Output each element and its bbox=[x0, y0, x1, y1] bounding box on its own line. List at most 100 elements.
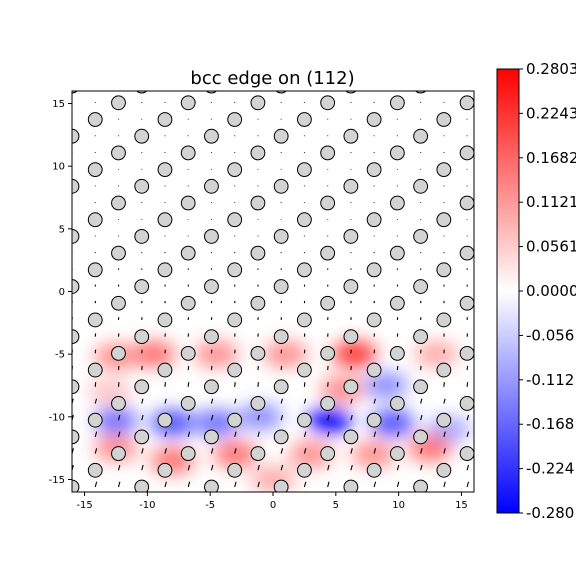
atom-marker bbox=[157, 462, 173, 478]
displacement-arrow bbox=[490, 415, 491, 420]
atom-marker bbox=[389, 195, 405, 211]
atom-marker bbox=[72, 229, 80, 244]
colorbar-tick-label: 0.1121 bbox=[526, 193, 576, 211]
atom-marker bbox=[180, 245, 196, 261]
atom-marker bbox=[389, 345, 405, 361]
atom-marker bbox=[436, 312, 452, 328]
atom-marker bbox=[483, 380, 497, 394]
displacement-arrow bbox=[234, 431, 237, 438]
atom-marker bbox=[459, 195, 474, 211]
atom-marker bbox=[343, 379, 359, 395]
displacement-arrow bbox=[396, 481, 400, 488]
atom-marker bbox=[111, 245, 126, 261]
atom-marker bbox=[320, 145, 336, 161]
displacement-arrow bbox=[49, 465, 50, 470]
displacement-arrow bbox=[164, 431, 167, 438]
atom-marker bbox=[111, 446, 126, 461]
atom-marker bbox=[296, 462, 312, 478]
displacement-arrow bbox=[210, 464, 214, 471]
atom-marker bbox=[180, 295, 196, 311]
displacement-arrow bbox=[187, 431, 191, 438]
displacement-arrow bbox=[280, 448, 284, 454]
atom-marker bbox=[180, 396, 196, 411]
atom-marker bbox=[204, 379, 219, 395]
atom-marker bbox=[157, 312, 173, 328]
field-blob bbox=[370, 410, 415, 437]
displacement-arrow bbox=[350, 464, 353, 471]
atom-marker bbox=[87, 262, 103, 278]
displacement-arrow bbox=[117, 464, 121, 471]
atom-marker bbox=[483, 230, 497, 244]
y-tick-label: -15 bbox=[49, 475, 65, 486]
atom-marker bbox=[273, 329, 289, 345]
atom-marker bbox=[389, 95, 405, 111]
atom-marker bbox=[19, 213, 33, 227]
atom-marker bbox=[436, 112, 452, 127]
displacement-arrow bbox=[373, 448, 377, 454]
atom-marker bbox=[389, 245, 405, 261]
atom-marker bbox=[157, 112, 173, 127]
atom-marker bbox=[19, 263, 33, 277]
atom-marker bbox=[483, 79, 497, 93]
colorbar-tick-label: 0.2803 bbox=[526, 60, 576, 78]
atom-marker bbox=[530, 346, 544, 360]
atom-marker bbox=[111, 95, 126, 111]
displacement-arrow bbox=[234, 448, 237, 454]
displacement-arrow bbox=[234, 481, 237, 488]
atom-marker bbox=[343, 229, 359, 244]
displacement-arrow bbox=[26, 432, 27, 437]
atom-marker bbox=[483, 330, 497, 344]
atom-marker bbox=[204, 429, 219, 445]
atom-marker bbox=[436, 162, 452, 178]
x-tick-label: 15 bbox=[455, 500, 468, 511]
displacement-arrow bbox=[187, 481, 191, 488]
displacement-arrow bbox=[257, 481, 260, 488]
atom-marker bbox=[227, 112, 243, 127]
atom-marker bbox=[413, 229, 429, 244]
field-blob bbox=[194, 410, 239, 437]
displacement-arrow bbox=[303, 481, 307, 488]
x-tick-label: 10 bbox=[392, 500, 405, 511]
atom-marker bbox=[250, 145, 266, 161]
atom-marker bbox=[459, 295, 474, 311]
displacement-arrow bbox=[303, 448, 307, 454]
field-blob bbox=[150, 410, 195, 437]
atom-marker bbox=[134, 279, 150, 294]
atom-marker bbox=[459, 345, 474, 361]
atom-marker bbox=[180, 195, 196, 211]
atom-marker bbox=[134, 379, 150, 395]
atom-marker bbox=[273, 279, 289, 294]
x-tick-label: -15 bbox=[76, 500, 92, 511]
atom-marker bbox=[436, 462, 452, 478]
atom-marker bbox=[530, 397, 544, 411]
displacement-arrow bbox=[187, 464, 191, 471]
field-blob bbox=[307, 407, 352, 434]
displacement-arrow bbox=[490, 448, 491, 453]
atom-marker bbox=[72, 178, 80, 194]
atom-marker bbox=[157, 362, 173, 378]
displacement-arrow bbox=[466, 464, 470, 471]
displacement-arrow bbox=[466, 431, 470, 438]
displacement-arrow bbox=[94, 481, 98, 488]
atom-marker bbox=[250, 446, 266, 461]
atom-marker bbox=[366, 412, 382, 428]
atom-marker bbox=[483, 129, 497, 143]
field-blob bbox=[288, 441, 333, 468]
atom-marker bbox=[72, 128, 80, 144]
atom-markers bbox=[19, 79, 544, 492]
atom-marker bbox=[436, 212, 452, 228]
colorbar-tick-label: -0.168 bbox=[526, 415, 574, 433]
colorbar-tick-label: 0.0000 bbox=[526, 282, 576, 300]
colorbar-tick-label: -0.224 bbox=[526, 460, 574, 478]
atom-marker bbox=[42, 246, 56, 260]
atom-marker bbox=[343, 329, 359, 345]
field-blob bbox=[194, 341, 239, 368]
displacement-arrow bbox=[560, 399, 561, 404]
displacement-arrow bbox=[257, 431, 260, 438]
displacement-arrow bbox=[443, 431, 446, 438]
plot-area: -15 -10 -5 0 5 10 15 -15 -10 -5 0 5 10 15 bbox=[19, 79, 561, 511]
colorbar-tick-label: 0.0561 bbox=[526, 238, 576, 256]
displacement-arrow bbox=[94, 398, 98, 404]
atom-marker bbox=[250, 396, 266, 411]
displacement-arrow bbox=[141, 464, 144, 471]
